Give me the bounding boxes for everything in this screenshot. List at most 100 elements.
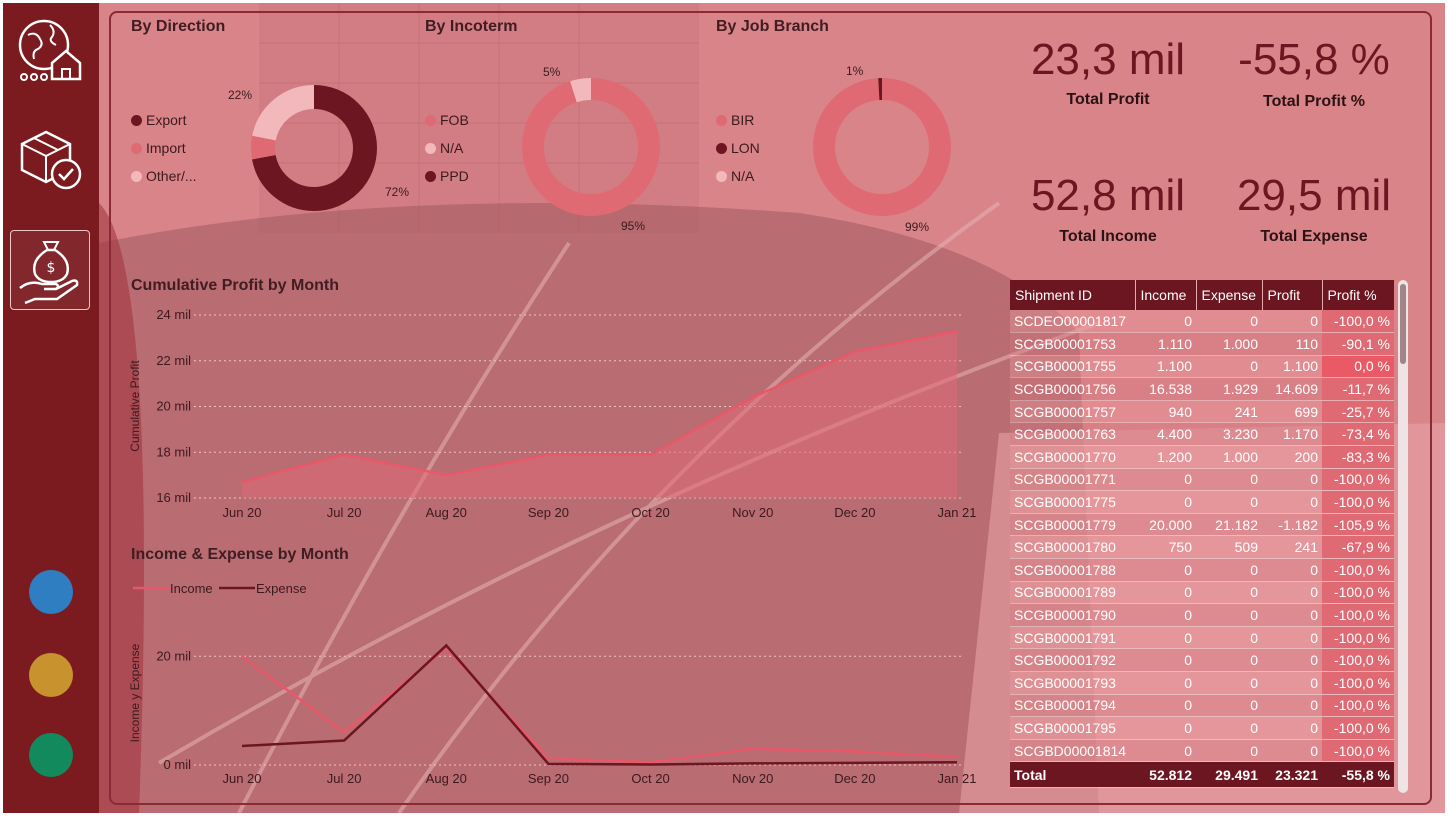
- table-row[interactable]: SCGB00001775 0 0 0 -100,0 %: [1010, 490, 1394, 514]
- shipment-id-cell: SCGB00001757: [1010, 400, 1135, 424]
- legend-item-na[interactable]: N/A: [425, 134, 469, 162]
- legend-swatch: [425, 142, 436, 154]
- data-point[interactable]: [545, 761, 551, 767]
- data-point[interactable]: [954, 328, 960, 334]
- legend-item-na[interactable]: N/A: [716, 162, 760, 190]
- gold-dot[interactable]: [29, 653, 73, 697]
- table-row[interactable]: SCGB00001794 0 0 0 -100,0 %: [1010, 694, 1394, 718]
- data-point[interactable]: [954, 759, 960, 765]
- legend-item-lon[interactable]: LON: [716, 134, 760, 162]
- table-cell: 0: [1135, 694, 1196, 718]
- table-row[interactable]: SCGB00001792 0 0 0 -100,0 %: [1010, 648, 1394, 672]
- table-row[interactable]: SCGB00001770 1.200 1.000 200 -83,3 %: [1010, 445, 1394, 469]
- data-point[interactable]: [545, 452, 551, 458]
- data-point[interactable]: [648, 452, 654, 458]
- data-point[interactable]: [750, 760, 756, 766]
- table-row[interactable]: SCGB00001755 1.100 0 1.100 0,0 %: [1010, 355, 1394, 379]
- column-header[interactable]: Shipment ID: [1010, 280, 1136, 310]
- table-row[interactable]: SCGB00001753 1.110 1.000 110 -90,1 %: [1010, 332, 1394, 356]
- column-header[interactable]: Profit: [1262, 280, 1323, 310]
- donut-slice-fob[interactable]: [522, 78, 660, 216]
- data-point[interactable]: [239, 479, 245, 485]
- legend-swatch: [131, 114, 142, 126]
- table-cell: -100,0 %: [1322, 490, 1394, 514]
- column-header[interactable]: Expense: [1196, 280, 1263, 310]
- data-point[interactable]: [750, 394, 756, 400]
- data-point[interactable]: [648, 761, 654, 767]
- nav-money-bag[interactable]: $: [10, 230, 90, 310]
- table-cell: 0: [1135, 603, 1196, 627]
- donut-slice-lon[interactable]: [813, 78, 951, 216]
- kpi-total-expense-value: 29,5 mil: [1236, 171, 1392, 220]
- table-cell: -73,4 %: [1322, 422, 1394, 447]
- data-point[interactable]: [852, 748, 858, 754]
- green-dot[interactable]: [29, 733, 73, 777]
- nav-package-check[interactable]: [10, 118, 90, 198]
- data-point[interactable]: [443, 642, 449, 648]
- table-row[interactable]: SCGB00001756 16.538 1.929 14.609 -11,7 %: [1010, 377, 1394, 401]
- incoterm-donut[interactable]: [521, 75, 661, 221]
- table-cell: 0: [1196, 739, 1262, 763]
- column-header[interactable]: Income: [1135, 280, 1197, 310]
- direction-donut[interactable]: [249, 81, 379, 221]
- data-point[interactable]: [852, 349, 858, 355]
- legend-item-ppd[interactable]: PPD: [425, 162, 469, 190]
- table-row[interactable]: SCDEO00001817 0 0 0 -100,0 %: [1010, 310, 1394, 334]
- shipment-id-cell: SCGB00001780: [1010, 535, 1135, 560]
- donut-slice-bir[interactable]: [813, 78, 951, 216]
- donut-slice-other[interactable]: [251, 85, 377, 211]
- legend-label[interactable]: Income: [170, 581, 213, 596]
- donut-slice-import[interactable]: [251, 85, 377, 211]
- table-row[interactable]: SCGB00001793 0 0 0 -100,0 %: [1010, 671, 1394, 695]
- x-tick-label: Nov 20: [732, 771, 773, 786]
- table-cell: 509: [1196, 535, 1262, 560]
- table-scroll-thumb[interactable]: [1400, 284, 1406, 364]
- column-header[interactable]: Profit %: [1322, 280, 1394, 310]
- donut-slice-na[interactable]: [522, 78, 660, 216]
- table-row[interactable]: SCGBD00001814 0 0 0 -100,0 %: [1010, 739, 1394, 763]
- data-point[interactable]: [239, 743, 245, 749]
- table-cell: 0: [1135, 739, 1196, 763]
- shipment-table[interactable]: Shipment ID Income Expense Profit Profit % S…: [1010, 280, 1394, 793]
- table-row[interactable]: SCGB00001788 0 0 0 -100,0 %: [1010, 558, 1394, 582]
- table-row[interactable]: SCGB00001795 0 0 0 -100,0 %: [1010, 716, 1394, 740]
- blue-dot[interactable]: [29, 570, 73, 614]
- legend-item-fob[interactable]: FOB: [425, 106, 469, 134]
- data-point[interactable]: [750, 746, 756, 752]
- table-row[interactable]: SCGB00001791 0 0 0 -100,0 %: [1010, 626, 1394, 650]
- table-row[interactable]: SCGB00001790 0 0 0 -100,0 %: [1010, 603, 1394, 627]
- table-cell: 14.609: [1262, 377, 1322, 401]
- expense-line: [241, 643, 958, 766]
- table-row[interactable]: SCGB00001779 20.000 21.182 -1.182 -105,9 %: [1010, 513, 1394, 537]
- income-expense-chart[interactable]: 0 mil 20 mil Income y Expense Income Expense…: [119, 575, 979, 797]
- shipment-id-cell: SCGBD00001814: [1010, 739, 1135, 763]
- data-point[interactable]: [341, 452, 347, 458]
- table-row[interactable]: SCGB00001780 750 509 241 -67,9 %: [1010, 535, 1394, 560]
- table-row[interactable]: SCGB00001771 0 0 0 -100,0 %: [1010, 468, 1394, 492]
- table-row[interactable]: SCGB00001763 4.400 3.230 1.170 -73,4 %: [1010, 422, 1394, 447]
- data-point[interactable]: [239, 653, 245, 659]
- data-point[interactable]: [341, 738, 347, 744]
- table-row[interactable]: SCGB00001757 940 241 699 -25,7 %: [1010, 400, 1394, 424]
- table-cell: -100,0 %: [1322, 716, 1394, 740]
- income-line: [241, 646, 958, 764]
- legend-item-other[interactable]: Other/...: [131, 162, 197, 190]
- x-tick-label: Jun 20: [222, 771, 261, 786]
- table-cell: 0: [1196, 355, 1262, 379]
- data-point[interactable]: [443, 472, 449, 478]
- table-row[interactable]: SCGB00001789 0 0 0 -100,0 %: [1010, 581, 1394, 605]
- branch-donut[interactable]: [812, 75, 952, 221]
- cumulative-profit-chart[interactable]: 16 mil 18 mil 20 mil 22 mil 24 mil Cumulative…: [119, 298, 979, 528]
- data-point[interactable]: [341, 729, 347, 735]
- nav-globe-house[interactable]: [10, 11, 90, 91]
- data-point[interactable]: [852, 760, 858, 766]
- legend-item-export[interactable]: Export: [131, 106, 197, 134]
- legend-item-bir[interactable]: BIR: [716, 106, 760, 134]
- shipment-id-cell: SCDEO00001817: [1010, 310, 1135, 334]
- legend-label[interactable]: Expense: [256, 581, 307, 596]
- legend-swatch: [425, 170, 436, 182]
- table-cell: 16.538: [1135, 377, 1196, 401]
- data-point[interactable]: [954, 754, 960, 760]
- legend-item-import[interactable]: Import: [131, 134, 197, 162]
- table-scrollbar[interactable]: [1398, 280, 1408, 793]
